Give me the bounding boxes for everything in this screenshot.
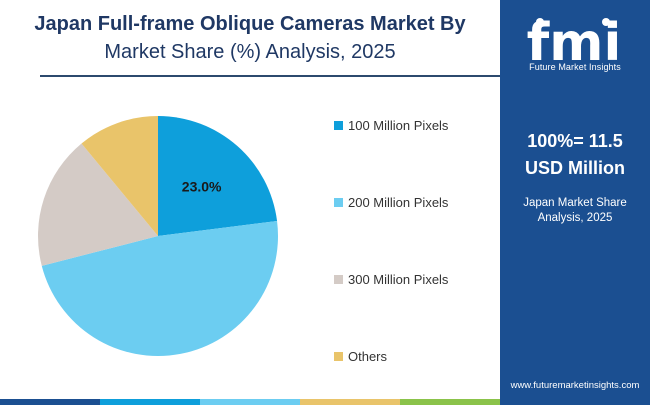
bottom-bar-segment [400,399,500,405]
chart-title-line-2: Market Share (%) Analysis, 2025 [104,41,396,63]
legend-label: 100 Million Pixels [348,118,449,133]
pie-slice-4 [81,116,158,236]
legend-swatch [334,352,343,361]
pie-data-label: 23.0% [182,178,222,194]
website-link[interactable]: www.futuremarketinsights.com [510,380,640,391]
pie-slice-2 [41,220,279,357]
market-size-unit: USD Million [525,158,625,178]
logo-dot-icon [536,18,544,26]
legend-item: 100 Million Pixels [334,118,448,133]
bottom-bar-segment [300,399,400,405]
legend-label: 200 Million Pixels [348,195,449,210]
market-share-caption-line-1: Japan Market Share [523,197,627,209]
chart-title-line-1: Japan Full-frame Oblique Cameras Market … [34,13,466,35]
legend-item: 300 Million Pixels [334,272,448,287]
market-share-caption-line-2: Analysis, 2025 [537,212,613,224]
legend-label: 300 Million Pixels [348,272,449,287]
legend-swatch [334,198,343,207]
fmi-logo: fmi [527,13,622,73]
logo-dot-icon [602,18,610,26]
bottom-bar-segment [200,399,300,405]
legend-swatch [334,121,343,130]
logo-caption: Future Market Insights [529,62,621,72]
legend-label: Others [348,349,388,364]
legend-item: Others [334,349,387,364]
bottom-color-bar [0,399,500,405]
legend-swatch [334,275,343,284]
title-divider [40,75,500,77]
market-share-caption: Japan Market Share Analysis, 2025 [500,196,650,226]
legend-item: 200 Million Pixels [334,195,448,210]
bottom-bar-segment [100,399,200,405]
pie-chart: 23.0% [37,116,279,357]
pie-slice-1 [158,116,278,236]
chart-title: Japan Full-frame Oblique Cameras Market … [0,10,500,66]
market-size-stat: 100%= 11.5 USD Million [500,128,650,182]
bottom-bar-segment [0,399,100,405]
market-size-value: 100%= 11.5 [527,131,623,151]
pie-slice-3 [37,143,158,266]
info-panel: fmi Future Market Insights 100%= 11.5 US… [500,0,650,405]
